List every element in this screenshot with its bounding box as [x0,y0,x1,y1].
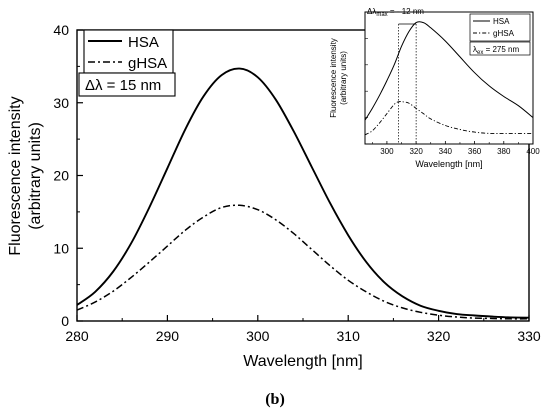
figure-caption: (b) [265,391,285,408]
inset-x-tick-label: 360 [468,147,482,156]
main-series-hsa-line [76,67,530,319]
main-series-ghsa-line [76,204,530,320]
main-y-axis-label-line1: Fluorescence intensity [7,96,24,255]
inset-excitation-box: λex = 275 nm [469,41,531,56]
inset-legend-ghsa-label: gHSA [493,29,515,38]
inset-delta-annotation: Δλmax = - 12 nm [367,7,424,18]
main-delta-text: Δλ = 15 nm [85,77,161,94]
inset-excitation-text: λex = 275 nm [473,45,519,56]
main-x-tick-label: 280 [65,328,89,344]
inset-series-hsa-line [364,21,534,121]
main-legend: HSA gHSA [83,29,174,74]
inset-x-axis-label: Wavelength [nm] [415,159,482,169]
main-x-tick-label: 290 [156,328,180,344]
inset-x-tick-label: 400 [526,147,540,156]
main-y-tick-label: 0 [61,313,69,329]
legend-ghsa-label: gHSA [128,55,167,72]
inset-x-tick-label: 340 [439,147,453,156]
main-y-tick-label: 40 [53,22,69,38]
inset-y-axis-label-line2: (arbitrary units) [339,51,348,105]
inset-ticks: 300 320 340 360 380 400 [365,38,540,156]
main-chart: 280 290 300 310 320 330 0 10 20 30 40 Wavelength [… [7,22,541,370]
main-ticks: 280 290 300 310 320 330 0 10 20 30 40 [53,22,540,344]
inset-x-tick-label: 380 [497,147,511,156]
main-x-tick-label: 320 [427,328,451,344]
inset-x-tick-label: 300 [380,147,394,156]
main-x-tick-label: 330 [517,328,541,344]
inset-legend-hsa-label: HSA [493,17,510,26]
main-x-tick-label: 300 [246,328,270,344]
main-y-axis-label-line2: (arbitrary units) [27,122,44,230]
inset-chart: 300 320 340 360 380 400 Δλmax = - 12 nm HSA g… [329,7,540,169]
main-y-tick-label: 30 [53,95,69,111]
inset-series-ghsa-line [364,101,533,136]
main-delta-annotation: Δλ = 15 nm [78,72,176,97]
main-y-tick-label: 20 [53,168,69,184]
inset-legend: HSA gHSA [469,13,531,42]
inset-y-axis-label-line1: Fluorescence intensity [329,38,338,118]
inset-x-tick-label: 320 [409,147,423,156]
main-y-tick-label: 10 [53,240,69,256]
main-x-axis-label: Wavelength [nm] [243,353,362,370]
main-x-tick-label: 310 [337,328,361,344]
legend-hsa-label: HSA [128,34,159,51]
